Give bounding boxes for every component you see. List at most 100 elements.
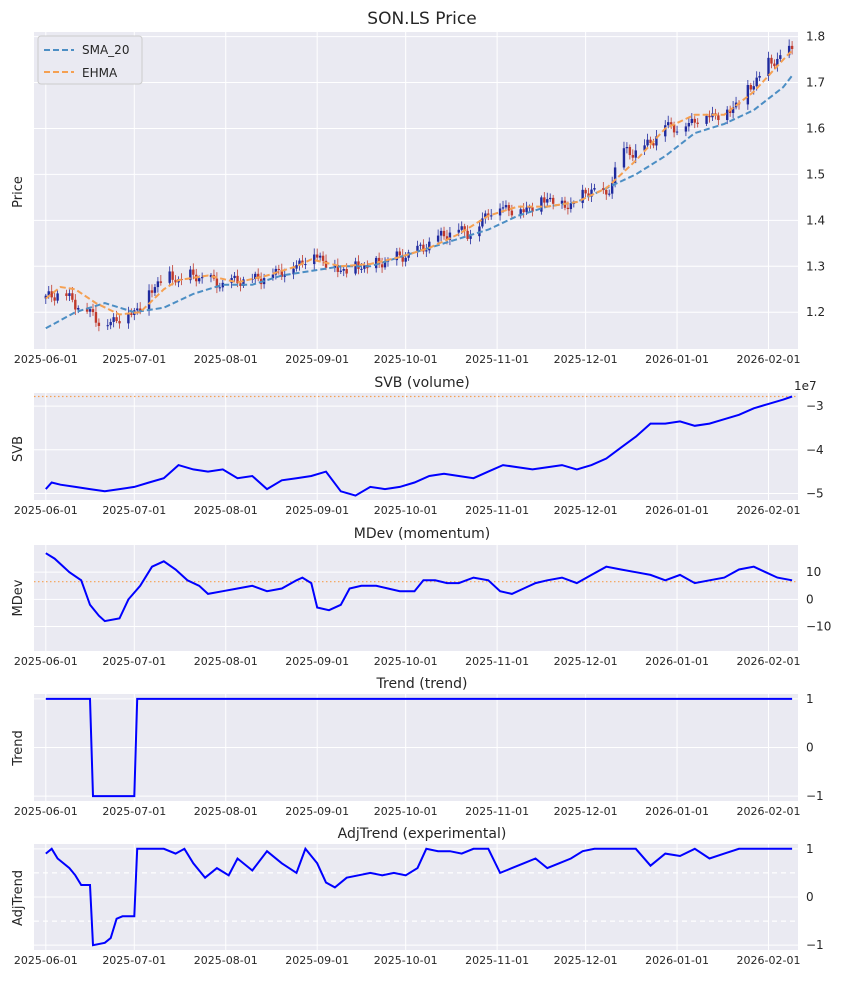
trend-x-ticks: 2025-06-01 2025-07-01 2025-08-01 2025-09-01…	[14, 805, 801, 818]
candle-down	[531, 207, 534, 212]
adjtrend-y-ticks: 1 0 −1	[806, 842, 824, 952]
legend-sma-20-label: SMA_20	[82, 43, 129, 57]
candle-down	[239, 283, 242, 286]
candle-down	[94, 312, 98, 323]
candle-up	[655, 136, 658, 146]
candle-up	[395, 251, 399, 261]
candle-up	[77, 307, 80, 310]
candle-down	[130, 313, 133, 316]
x-tick-label: 2025-11-01	[465, 353, 529, 366]
x-tick-label: 2025-12-01	[554, 655, 618, 668]
candle-up	[460, 226, 463, 230]
trend-panel: Trend (trend) 10−1 2025-06-01 2025-07-01 2…	[11, 676, 824, 818]
candle-down	[150, 290, 154, 293]
candle-down	[277, 268, 281, 270]
candle-up	[767, 57, 770, 76]
candle-up	[504, 205, 508, 208]
mdev-gridlines	[34, 545, 798, 651]
candle-up	[675, 131, 679, 133]
candle-down	[587, 193, 590, 197]
x-tick-label: 2025-11-01	[465, 954, 529, 967]
candle-up	[404, 257, 407, 262]
candle-up	[383, 261, 387, 268]
svb-y-label: SVB	[11, 436, 26, 462]
x-tick-label: 2025-07-01	[102, 805, 166, 818]
candle-down	[174, 279, 177, 283]
candle-up	[68, 293, 71, 296]
candle-down	[401, 255, 404, 262]
x-tick-label: 2025-11-01	[465, 655, 529, 668]
x-tick-label: 2025-06-01	[14, 353, 78, 366]
price-y-label: Price	[11, 176, 26, 208]
candle-down	[118, 321, 121, 324]
candle-down	[336, 264, 340, 272]
mdev-plot-area	[34, 545, 798, 651]
candle-down	[324, 260, 328, 268]
candle-down	[97, 322, 101, 326]
x-tick-label: 2026-01-01	[645, 353, 709, 366]
candle-up	[610, 183, 614, 194]
candle-down	[773, 63, 776, 67]
x-tick-label: 2026-02-01	[737, 353, 801, 366]
candle-up	[687, 122, 691, 127]
candle-up	[457, 229, 460, 233]
x-tick-label: 2025-12-01	[554, 954, 618, 967]
candle-up	[168, 271, 171, 283]
candle-down	[522, 209, 525, 213]
candle-down	[507, 205, 511, 211]
svb-panel-title: SVB (volume)	[374, 375, 469, 391]
x-tick-label: 2025-11-01	[465, 504, 529, 517]
candle-down	[422, 244, 425, 252]
x-tick-label: 2025-08-01	[194, 504, 258, 517]
svb-plot-area	[34, 393, 798, 500]
candle-up	[218, 287, 222, 289]
candle-up	[469, 236, 472, 239]
candle-down	[171, 271, 174, 280]
candle-down	[71, 293, 74, 300]
price-plot-area	[34, 32, 798, 349]
candle-down	[628, 146, 632, 156]
candle-up	[419, 244, 422, 246]
candle-up	[528, 207, 531, 209]
price-panel: SON.LS Price 1.2 1.3 1.4 1.5 1.6 1.7 1.8 2025-…	[11, 9, 825, 366]
candle-up	[342, 269, 345, 271]
candle-down	[605, 189, 608, 195]
candle-down	[280, 269, 283, 277]
y-tick-label: −5	[806, 486, 824, 500]
mdev-y-label: MDev	[11, 579, 26, 616]
candle-down	[115, 317, 118, 322]
candle-up	[56, 293, 59, 301]
candle-down	[602, 188, 605, 190]
candle-down	[236, 275, 239, 284]
y-tick-label: 1.8	[806, 30, 825, 44]
candle-down	[315, 254, 319, 258]
adjtrend-panel-title: AdjTrend (experimental)	[338, 826, 507, 842]
candle-up	[581, 189, 584, 203]
candle-down	[345, 269, 348, 274]
candle-down	[693, 118, 696, 123]
candle-down	[708, 115, 711, 118]
trend-y-ticks: 1 0 −1	[806, 692, 824, 803]
candle-up	[622, 148, 626, 168]
candle-up	[254, 273, 257, 279]
candle-up	[705, 115, 708, 124]
candle-up	[363, 264, 366, 269]
x-tick-label: 2025-09-01	[285, 805, 349, 818]
candle-up	[44, 295, 47, 299]
legend-ehma-label: EHMA	[82, 66, 118, 80]
candle-up	[525, 207, 528, 213]
candle-up	[106, 325, 109, 327]
x-tick-label: 2025-12-01	[554, 353, 618, 366]
x-tick-label: 2025-10-01	[374, 954, 438, 967]
price-legend: SMA_20 EHMA	[37, 35, 143, 85]
y-tick-label: 0	[806, 592, 814, 606]
candle-up	[590, 189, 593, 197]
x-tick-label: 2025-08-01	[194, 805, 258, 818]
price-candles	[44, 39, 794, 332]
candle-up	[360, 268, 363, 270]
candle-down	[91, 309, 95, 313]
candle-up	[755, 77, 758, 87]
candle-down	[463, 226, 466, 231]
candle-up	[197, 278, 201, 282]
candle-up	[112, 317, 115, 322]
